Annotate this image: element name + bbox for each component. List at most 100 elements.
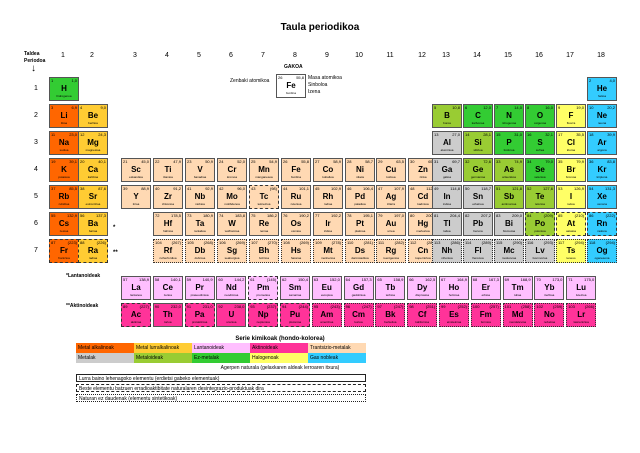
element-symbol: Pa — [194, 310, 205, 319]
element-cell-te: 52 127,6 Te telurioa — [525, 185, 555, 209]
occurrence-title: Agerpen naturala (gelaxkaren aldeak lerr… — [220, 365, 340, 371]
atomic-mass: (247) — [394, 304, 404, 309]
element-symbol: As — [503, 165, 515, 174]
element-name: kriptona — [596, 175, 608, 179]
element-symbol: N — [506, 111, 512, 120]
element-symbol: Tc — [259, 192, 269, 201]
atomic-mass: 14,0 — [514, 105, 522, 110]
element-name: merkurioa — [416, 229, 430, 233]
element-symbol: La — [131, 283, 141, 292]
element-symbol: B — [444, 111, 450, 120]
element-symbol: Hs — [290, 246, 302, 255]
atomic-number: 24 — [219, 159, 224, 164]
atomic-mass: 28,1 — [483, 132, 491, 137]
element-name: kaltzioa — [87, 175, 99, 179]
element-cell-be: 4 9,0 Be berilioa — [78, 104, 108, 128]
atomic-mass: (237) — [266, 304, 277, 309]
atomic-mass: 12,0 — [483, 105, 491, 110]
element-cell-tl: 81 204,4 Tl talioa — [432, 212, 462, 236]
atomic-mass: 162,5 — [425, 277, 436, 282]
element-name: gadolinioa — [351, 293, 366, 297]
atomic-number: 115 — [496, 240, 503, 245]
element-symbol: Sg — [226, 246, 238, 255]
key-example-name: burdina — [285, 91, 296, 95]
element-symbol: Er — [481, 283, 491, 292]
atomic-number: 107 — [251, 240, 258, 245]
atomic-number: 49 — [434, 186, 439, 191]
element-cell-pa: 91 231,0 Pa protaktinioa — [184, 303, 215, 327]
atomic-mass: (223) — [67, 240, 77, 245]
element-cell-fr: 87 (223) Fr frantzioa — [49, 239, 79, 263]
atomic-mass: 173,0 — [552, 277, 563, 282]
atomic-mass: (282) — [394, 240, 404, 245]
element-symbol: Fr — [60, 246, 68, 255]
period-number: 5 — [34, 193, 38, 200]
element-symbol: Sr — [88, 192, 98, 201]
element-symbol: Yb — [544, 283, 555, 292]
period-number: 6 — [34, 220, 38, 227]
element-name: erbioa — [481, 293, 490, 297]
element-name: plutonioa — [288, 320, 302, 324]
atomic-mass: (270) — [267, 240, 277, 245]
atomic-mass: (268) — [203, 240, 213, 245]
atomic-number: 13 — [434, 132, 439, 137]
atomic-mass: 192,2 — [330, 213, 341, 218]
legend-item-actinide: Aktinoideak — [250, 343, 308, 353]
group-number: 7 — [261, 52, 265, 59]
atomic-mass: 32,1 — [545, 132, 553, 137]
atomic-number: 27 — [315, 159, 320, 164]
element-symbol: Cu — [385, 165, 397, 174]
atomic-number: 113 — [434, 240, 441, 245]
atomic-mass: 23,0 — [69, 132, 77, 137]
element-name: aluminioa — [440, 148, 454, 152]
group-number: 4 — [165, 52, 169, 59]
element-symbol: I — [569, 192, 573, 201]
element-cell-rb: 37 85,5 Rb rubidioa — [49, 185, 79, 209]
atomic-mass: 39,9 — [607, 132, 615, 137]
element-name: torioa — [164, 320, 172, 324]
atomic-mass: 55,8 — [301, 159, 309, 164]
element-symbol: K — [61, 165, 67, 174]
element-symbol: Te — [535, 192, 545, 201]
element-name: xenona — [597, 202, 607, 206]
key-atomic-number-label: Zenbaki atomikoa — [230, 78, 270, 84]
atomic-mass: (294) — [574, 240, 584, 245]
element-cell-ds: 110 (281) Ds darmstadtioa — [345, 239, 375, 263]
element-cell-sr: 38 87,6 Sr estrontzioa — [78, 185, 108, 209]
element-name: terbioa — [385, 293, 395, 297]
period-number: 1 — [34, 85, 38, 92]
element-cell-tc: 43 (98) Tc teknezioa — [249, 185, 279, 209]
element-cell-cm: 96 (247) Cm kurioa — [343, 303, 374, 327]
atomic-mass: 88,9 — [141, 186, 149, 191]
atomic-mass: 195,1 — [362, 213, 373, 218]
atomic-number: 86 — [589, 213, 594, 218]
atomic-mass: 158,9 — [393, 277, 404, 282]
atomic-mass: 79,9 — [576, 159, 584, 164]
atomic-mass: 137,3 — [95, 213, 106, 218]
element-symbol: Cd — [417, 192, 429, 201]
atomic-number: 80 — [410, 213, 415, 218]
atomic-number: 64 — [345, 277, 351, 282]
element-symbol: Rf — [163, 246, 173, 255]
element-cell-ru: 44 101,1 Ru rutenioa — [281, 185, 311, 209]
atomic-number: 97 — [377, 304, 382, 309]
element-cell-rh: 45 102,9 Rh rodioa — [313, 185, 343, 209]
period-number: 7 — [34, 247, 38, 254]
element-name: nobelioa — [543, 320, 556, 324]
atomic-number: 53 — [558, 186, 563, 191]
element-symbol: Lv — [535, 246, 545, 255]
atomic-number: 109 — [315, 240, 322, 245]
element-name: oganesona — [594, 256, 610, 260]
element-symbol: Xe — [597, 192, 607, 201]
atomic-number: 3 — [51, 105, 54, 110]
element-name: fermioa — [480, 320, 491, 324]
atomic-mass: 131,3 — [604, 186, 615, 191]
atomic-mass: (293) — [543, 240, 553, 245]
element-symbol: Hg — [417, 219, 429, 228]
element-symbol: Ta — [195, 219, 205, 228]
atomic-number: 40 — [155, 186, 160, 191]
